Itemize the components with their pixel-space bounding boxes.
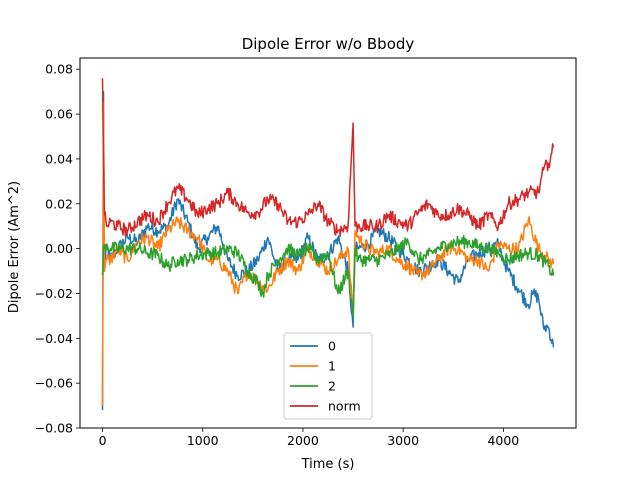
legend-label-2: 2 (328, 379, 336, 394)
x-axis-label: Time (s) (301, 457, 355, 472)
legend-label-0: 0 (328, 339, 336, 354)
legend-label-norm: norm (328, 399, 361, 414)
legend: 0 1 2 norm (283, 332, 373, 420)
y-tick-label: −0.06 (35, 376, 73, 391)
x-tick-label: 1000 (187, 433, 219, 448)
x-tick-label: 3000 (387, 433, 419, 448)
y-axis-ticks: −0.08 −0.06 −0.04 −0.02 0.00 0.02 0.04 0.06 0.08 (35, 62, 80, 436)
x-axis-ticks: 0 1000 2000 3000 4000 (99, 428, 519, 448)
y-tick-label: −0.02 (35, 286, 73, 301)
plot-area (101, 78, 555, 411)
legend-label-1: 1 (328, 359, 336, 374)
plot-frame (79, 57, 577, 429)
series-line-2 (101, 234, 555, 317)
y-axis-label: Dipole Error (Am^2) (7, 181, 22, 313)
y-tick-label: 0.02 (45, 196, 73, 211)
y-tick-label: 0.04 (45, 151, 73, 166)
series-line-1 (101, 102, 555, 406)
legend-box (283, 332, 373, 420)
y-tick-label: −0.04 (35, 331, 73, 346)
chart-title: Dipole Error w/o Bbody (242, 35, 415, 53)
x-tick-label: 0 (99, 433, 107, 448)
x-tick-label: 4000 (487, 433, 519, 448)
y-tick-label: 0.06 (45, 107, 73, 122)
x-tick-label: 2000 (287, 433, 319, 448)
y-tick-label: 0.08 (45, 62, 73, 77)
series-line-norm (101, 78, 555, 237)
y-tick-label: 0.00 (45, 241, 73, 256)
y-tick-label: −0.08 (35, 421, 73, 436)
